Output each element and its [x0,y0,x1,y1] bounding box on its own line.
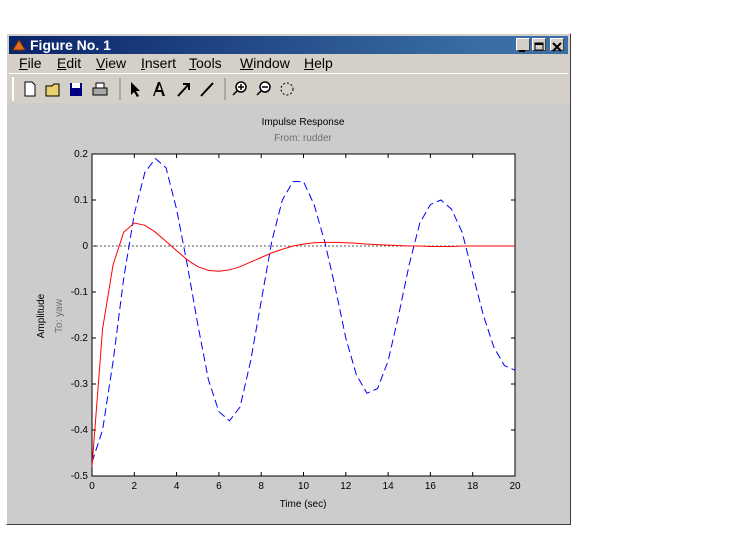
y-axis-label: Amplitude [36,293,47,338]
new-button[interactable] [24,81,36,97]
series-line [91,222,515,467]
save-button[interactable] [70,83,82,96]
menu-item[interactable]: Edit [57,55,82,71]
y-tick-label: -0.1 [71,287,89,298]
print-button[interactable] [92,82,108,96]
x-tick-label: 16 [425,481,437,492]
toolbar [9,73,568,105]
y-axis-label-2: To: yaw [54,298,65,333]
x-tick-label: 8 [258,481,264,492]
maximize-button[interactable] [532,38,546,51]
x-tick-label: 10 [298,481,310,492]
figure-area: Impulse Response From: rudder Time (sec)… [7,103,570,524]
x-tick-label: 0 [89,481,95,492]
chart-subtitle: From: rudder [274,133,332,144]
toolbar-icons [12,77,294,101]
zoom-in-button[interactable] [232,81,247,96]
chart-title: Impulse Response [262,117,345,128]
menu-item[interactable]: Tools [189,55,222,71]
close-button[interactable] [550,38,564,52]
open-button[interactable] [45,83,60,97]
menu-item[interactable]: Insert [141,55,177,71]
rotate-button[interactable] [280,82,294,96]
y-tick-label: 0 [82,241,88,252]
line-button[interactable] [200,82,214,97]
y-tick-label: -0.2 [71,333,89,344]
arrow-button[interactable] [177,83,190,97]
x-tick-label: 12 [340,481,352,492]
text-button[interactable] [153,82,165,96]
icon [519,50,525,52]
window-title: Figure No. 1 [30,37,111,53]
menu-item[interactable]: Window [240,55,290,71]
menu-bar: File Edit View Insert Tools Window Help [9,54,568,72]
y-tick-label: 0.1 [74,195,88,206]
x-tick-label: 18 [467,481,479,492]
x-tick-label: 6 [216,481,222,492]
menu-item[interactable]: View [96,55,127,71]
select-button[interactable] [131,82,140,97]
app-icon [12,39,26,51]
y-tick-label: -0.4 [71,425,89,436]
x-tick-label: 2 [132,481,138,492]
x-axis-label: Time (sec) [280,499,327,510]
x-tick-label: 14 [383,481,395,492]
axes [91,153,516,477]
minimize-button[interactable] [516,38,530,52]
title-bar: Figure No. 1 [9,36,568,54]
menu-item[interactable]: Help [304,55,333,71]
x-tick-label: 4 [174,481,180,492]
icon [552,42,562,52]
icon [534,42,544,51]
x-tick-label: 20 [509,481,521,492]
menu-item[interactable]: File [19,55,42,71]
y-tick-label: 0.2 [74,149,88,160]
y-tick-label: -0.5 [71,471,89,482]
zoom-out-button[interactable] [256,81,271,96]
y-tick-label: -0.3 [71,379,89,390]
